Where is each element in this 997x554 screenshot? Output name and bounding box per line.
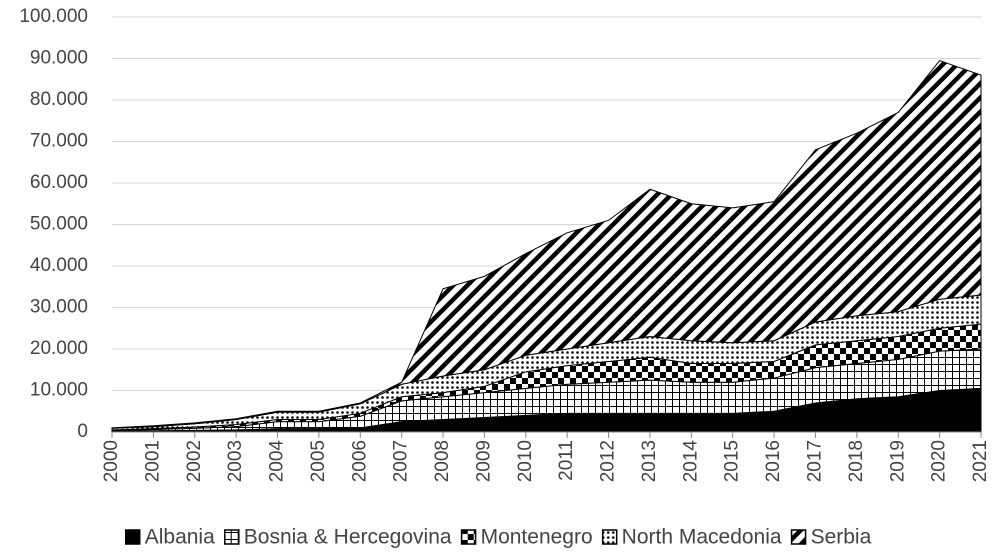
x-tick-label: 2007: [391, 440, 412, 482]
legend-swatch: [601, 529, 618, 545]
legend-swatch: [460, 529, 477, 545]
legend-swatch: [790, 529, 807, 545]
legend-label: Serbia: [811, 526, 872, 549]
legend-swatch: [224, 529, 240, 545]
x-tick-label: 2005: [308, 440, 329, 482]
y-tick-label: 50.000: [30, 214, 88, 235]
x-tick-label: 2000: [101, 440, 122, 482]
x-tick-label: 2019: [887, 440, 908, 482]
legend-label: Montenegro: [481, 526, 593, 549]
legend-label: North Macedonia: [622, 526, 782, 549]
x-tick-label: 2013: [639, 440, 660, 482]
x-tick-label: 2003: [225, 440, 246, 482]
x-tick-label: 2006: [349, 440, 370, 482]
x-tick-label: 2014: [680, 440, 701, 483]
y-tick-label: 40.000: [30, 255, 88, 276]
x-tick-label: 2009: [473, 440, 494, 482]
x-tick-label: 2002: [184, 440, 205, 482]
y-tick-label: 90.000: [30, 48, 88, 69]
y-tick-label: 100.000: [19, 6, 88, 27]
area: [111, 59, 982, 429]
x-tick-label: 2017: [804, 440, 825, 482]
y-tick-label: 80.000: [30, 89, 88, 110]
y-tick-label: 10.000: [30, 380, 88, 401]
legend-swatch: [124, 529, 141, 545]
x-tick-label: 2004: [267, 440, 288, 483]
x-tick-label: 2020: [929, 440, 950, 482]
y-tick-label: 0: [77, 421, 88, 442]
x-tick-label: 2012: [598, 440, 619, 482]
x-tick-label: 2016: [763, 440, 784, 482]
x-tick-label: 2021: [970, 440, 991, 482]
legend: Albania Bosnia & Hercegovina Montenegro Nor…: [124, 526, 872, 549]
x-tick-label: 2010: [515, 440, 536, 482]
legend-label: Albania: [145, 526, 215, 549]
legend-label: Bosnia & Hercegovina: [244, 526, 452, 549]
x-tick-label: 2018: [846, 440, 867, 482]
x-tick-label: 2008: [432, 440, 453, 482]
y-tick-label: 70.000: [30, 131, 88, 152]
y-tick-label: 30.000: [30, 297, 88, 318]
y-tick-label: 60.000: [30, 172, 88, 193]
x-tick-label: 2011: [556, 440, 577, 481]
y-tick-label: 20.000: [30, 338, 88, 359]
x-tick-label: 2001: [142, 440, 163, 482]
x-tick-label: 2015: [722, 440, 743, 482]
